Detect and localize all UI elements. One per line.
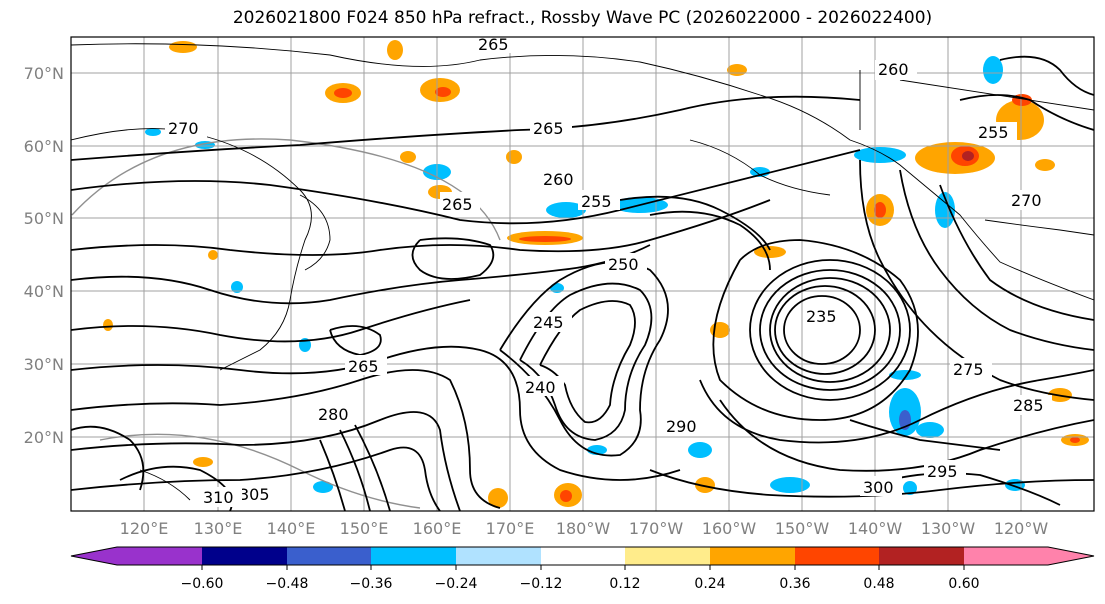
contour-label: 280 xyxy=(318,405,349,424)
contour-label: 310 xyxy=(203,488,234,507)
colorbar-segment xyxy=(202,547,287,565)
colorbar-segment xyxy=(625,547,710,565)
lon-label: 170°W xyxy=(629,519,684,538)
contour-label: 265 xyxy=(478,35,509,54)
colorbar-tick-label: 0.60 xyxy=(948,576,979,592)
lat-label: 70°N xyxy=(24,64,64,83)
colorbar-tick-label: 0.24 xyxy=(694,576,725,592)
contour-label: 270 xyxy=(168,119,199,138)
lon-label: 160°W xyxy=(702,519,757,538)
colorbar-segment xyxy=(371,547,456,565)
lon-label: 140°W xyxy=(848,519,903,538)
colorbar-segment xyxy=(710,547,795,565)
map-title: 2026021800 F024 850 hPa refract., Rossby… xyxy=(232,8,933,28)
colorbar-segment xyxy=(541,547,625,565)
colorbar-outline xyxy=(70,546,1095,566)
map-border xyxy=(70,36,1095,512)
lat-label: 40°N xyxy=(24,282,64,301)
lon-label: 150°E xyxy=(340,519,389,538)
colorbar: −0.60 −0.48 −0.36 −0.24 −0.12 0.12 0.24 0.36 0.4… xyxy=(70,546,1095,592)
lon-label: 170°E xyxy=(486,519,535,538)
contour-label: 265 xyxy=(533,119,564,138)
contour-label: 290 xyxy=(666,417,697,436)
colorbar-tick-label: −0.60 xyxy=(181,576,224,592)
contour-labels: 265 270 260 265 255 265 260 255 250 245 … xyxy=(165,35,1052,507)
lon-label: 180°W xyxy=(556,519,611,538)
contour-label: 285 xyxy=(1013,396,1044,415)
longitude-axis: 120°E 130°E 140°E 150°E 160°E 170°E 180°… xyxy=(120,519,1049,538)
colorbar-tick-label: −0.24 xyxy=(435,576,478,592)
lat-label: 50°N xyxy=(24,209,64,228)
colorbar-tick-label: −0.36 xyxy=(350,576,393,592)
colorbar-segment xyxy=(71,547,202,565)
contour-label: 270 xyxy=(1011,191,1042,210)
lat-label: 30°N xyxy=(24,355,64,374)
colorbar-tick-label: −0.12 xyxy=(520,576,563,592)
lon-label: 140°E xyxy=(267,519,316,538)
contour-label: 260 xyxy=(878,60,909,79)
colorbar-segment xyxy=(287,547,371,565)
lon-label: 120°E xyxy=(120,519,169,538)
contour-lines xyxy=(71,55,1094,511)
colorbar-segment xyxy=(795,547,879,565)
lon-label: 160°E xyxy=(413,519,462,538)
lon-label: 130°W xyxy=(921,519,976,538)
colorbar-tick-label: −0.48 xyxy=(266,576,309,592)
contour-label: 305 xyxy=(239,485,270,504)
graticule xyxy=(71,37,1094,511)
colorbar-segment xyxy=(879,547,964,565)
lon-label: 150°W xyxy=(775,519,830,538)
colorbar-segment xyxy=(964,547,1094,565)
contour-label: 265 xyxy=(442,195,473,214)
contour-label: 265 xyxy=(348,357,379,376)
lon-label: 120°W xyxy=(994,519,1049,538)
contour-label: 260 xyxy=(543,170,574,189)
contour-label: 255 xyxy=(581,192,612,211)
colorbar-tick-label: 0.48 xyxy=(863,576,894,592)
contour-label: 235 xyxy=(806,307,837,326)
latitude-axis: 70°N 60°N 50°N 40°N 30°N 20°N xyxy=(24,64,64,447)
lat-label: 20°N xyxy=(24,428,64,447)
contour-label: 295 xyxy=(927,462,958,481)
colorbar-tick-label: 0.12 xyxy=(609,576,640,592)
colorbar-tick-label: 0.36 xyxy=(779,576,810,592)
lon-label: 130°E xyxy=(194,519,243,538)
colorbar-segment xyxy=(456,547,541,565)
contour-label: 245 xyxy=(533,313,564,332)
lat-label: 60°N xyxy=(24,137,64,156)
contour-label: 255 xyxy=(978,123,1009,142)
contour-label: 300 xyxy=(863,478,894,497)
contour-label: 250 xyxy=(608,255,639,274)
contour-label: 275 xyxy=(953,360,984,379)
map-plot-area: 265 270 260 265 255 265 260 255 250 245 … xyxy=(71,35,1094,511)
contour-label: 240 xyxy=(525,378,556,397)
